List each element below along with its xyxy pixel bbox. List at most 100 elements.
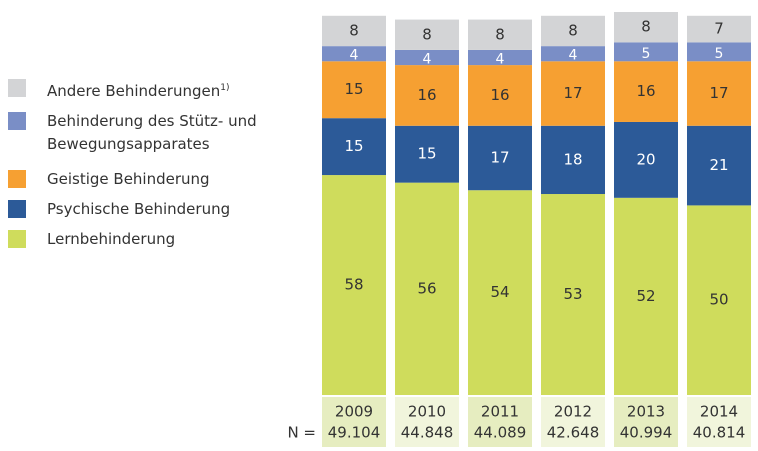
- bar-segment: [468, 125, 532, 191]
- data-label: 5: [642, 46, 651, 62]
- data-label: 17: [563, 84, 582, 102]
- data-label: 8: [349, 21, 359, 39]
- legend-item: Psychische Behinderung: [8, 198, 279, 221]
- legend-text: Geistige Behinderung: [47, 168, 279, 191]
- legend-text: Andere Behinderungen1): [47, 77, 279, 103]
- bar-segment: [468, 65, 532, 126]
- data-label: 5: [715, 46, 724, 62]
- bar-segment: [614, 121, 678, 198]
- bar-segment: [322, 15, 386, 47]
- bar-segment: [468, 190, 532, 395]
- legend-label: Behinderung des Stütz- und Bewegungsappa…: [47, 112, 257, 153]
- data-label: 8: [641, 18, 651, 36]
- table-cell: [614, 397, 678, 447]
- data-label: 15: [344, 80, 363, 98]
- bar-segment: [395, 182, 459, 395]
- bar-segment: [322, 46, 386, 62]
- bar-segment: [395, 19, 459, 50]
- legend-text: Behinderung des Stütz- und Bewegungsappa…: [47, 110, 279, 156]
- x-tick-label: 2011: [481, 403, 519, 421]
- bar-segment: [322, 61, 386, 119]
- n-value: 40.814: [693, 424, 746, 442]
- legend-swatch: [8, 230, 26, 248]
- legend-label: Psychische Behinderung: [47, 200, 231, 218]
- data-label: 8: [568, 21, 578, 39]
- legend-label: Lernbehinderung: [47, 230, 176, 248]
- legend-swatch: [8, 112, 26, 130]
- bar-segment: [468, 19, 532, 50]
- bar-segment: [468, 49, 532, 66]
- legend-text: Psychische Behinderung: [47, 198, 279, 221]
- legend-swatch: [8, 170, 26, 188]
- table-cell: [687, 397, 751, 447]
- legend-swatch: [8, 79, 26, 97]
- data-label: 4: [350, 48, 359, 64]
- n-value: 49.104: [328, 424, 381, 442]
- bar-segment: [687, 15, 751, 43]
- bar-segment: [395, 49, 459, 66]
- data-label: 58: [344, 276, 363, 294]
- legend-item: Behinderung des Stütz- und Bewegungsappa…: [8, 110, 279, 156]
- legend-label: Andere Behinderungen: [47, 82, 221, 100]
- bar-segment: [541, 15, 605, 47]
- data-label: 54: [490, 283, 509, 301]
- data-label: 16: [417, 86, 436, 104]
- legend-text: Lernbehinderung: [47, 228, 279, 251]
- data-label: 17: [490, 148, 509, 166]
- bar-segment: [614, 197, 678, 395]
- x-tick-label: 2013: [627, 403, 665, 421]
- table-cell: [322, 397, 386, 447]
- bar-segment: [541, 125, 605, 195]
- n-value: 40.994: [620, 424, 673, 442]
- data-label: 15: [344, 137, 363, 155]
- data-label: 4: [569, 48, 578, 64]
- data-label: 56: [417, 279, 436, 297]
- n-value: 44.848: [401, 424, 454, 442]
- bar-segment: [541, 46, 605, 62]
- data-label: 7: [714, 20, 724, 38]
- table-cell: [468, 397, 532, 447]
- legend-item: Geistige Behinderung: [8, 168, 279, 191]
- legend-item: Andere Behinderungen1): [8, 77, 279, 103]
- data-label: 20: [636, 150, 655, 168]
- data-label: 4: [496, 52, 505, 68]
- data-label: 18: [563, 150, 582, 168]
- bar-segment: [687, 125, 751, 206]
- table-cell: [541, 397, 605, 447]
- bar-segment: [614, 61, 678, 122]
- bar-segment: [541, 194, 605, 395]
- data-label: 52: [636, 287, 655, 305]
- bar-segment: [687, 61, 751, 126]
- legend-item: Lernbehinderung: [8, 228, 279, 251]
- x-tick-label: 2009: [335, 403, 373, 421]
- n-value: 42.648: [547, 424, 600, 442]
- data-label: 50: [709, 291, 728, 309]
- x-tick-label: 2012: [554, 403, 592, 421]
- data-label: 8: [495, 25, 505, 43]
- data-label: 16: [490, 86, 509, 104]
- x-tick-label: 2014: [700, 403, 738, 421]
- data-label: 16: [636, 82, 655, 100]
- legend-swatch: [8, 200, 26, 218]
- data-label: 21: [709, 156, 728, 174]
- bar-segment: [395, 65, 459, 126]
- n-label: N =: [287, 424, 316, 442]
- bar-segment: [395, 125, 459, 183]
- bar-segment: [687, 42, 751, 62]
- bar-segment: [322, 175, 386, 395]
- bar-segment: [322, 118, 386, 176]
- table-cell: [395, 397, 459, 447]
- footnote-marker: 1): [220, 83, 230, 93]
- x-tick-label: 2010: [408, 403, 446, 421]
- n-value: 44.089: [474, 424, 527, 442]
- legend-label: Geistige Behinderung: [47, 170, 210, 188]
- bar-segment: [614, 42, 678, 62]
- data-label: 17: [709, 84, 728, 102]
- bar-segment: [687, 205, 751, 395]
- bar-segment: [614, 12, 678, 43]
- data-label: 4: [423, 52, 432, 68]
- data-label: 8: [422, 25, 432, 43]
- bar-segment: [541, 61, 605, 126]
